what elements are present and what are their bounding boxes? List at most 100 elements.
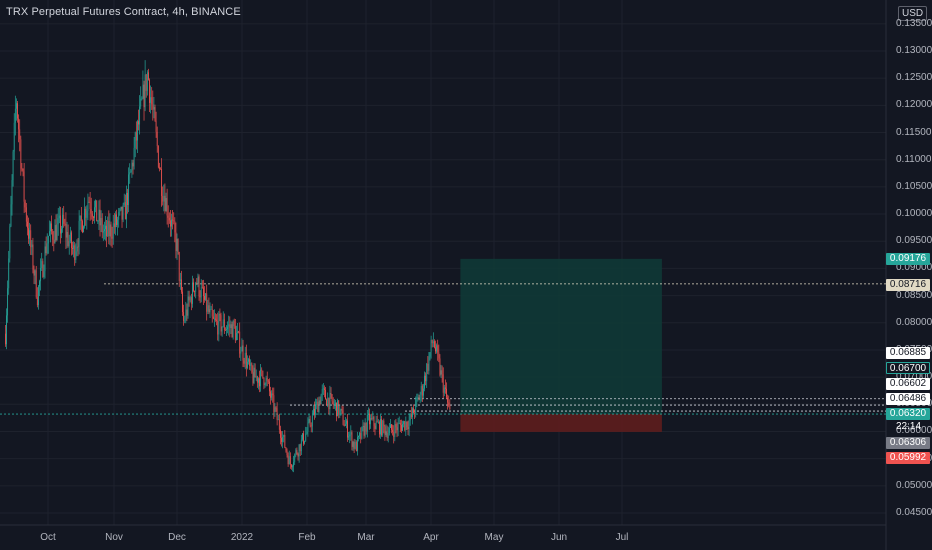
candle-body	[34, 270, 35, 276]
candle-body	[132, 163, 133, 171]
candle-body	[143, 85, 144, 99]
candle-body	[72, 248, 73, 249]
candle-body	[146, 74, 147, 90]
candle-body	[184, 320, 185, 321]
candle-body	[223, 319, 224, 326]
candle-body	[69, 241, 70, 246]
candle-body	[366, 423, 367, 432]
candle-body	[204, 296, 205, 300]
candle-body	[190, 297, 191, 300]
candle-body	[271, 393, 272, 397]
candle-body	[234, 321, 235, 326]
candle-body	[410, 414, 411, 420]
candle-body	[448, 403, 449, 406]
candle-body	[396, 424, 397, 427]
candle-body	[97, 221, 98, 222]
candle-body	[187, 310, 188, 316]
candle-body	[339, 409, 340, 414]
candle-body	[64, 224, 65, 225]
candle-body	[294, 454, 295, 462]
candle-body	[125, 202, 126, 219]
candle-body	[221, 315, 222, 331]
candle-body	[200, 296, 201, 297]
candle-body	[299, 444, 300, 456]
candle-body	[342, 409, 343, 411]
y-tick-label: 0.12500	[896, 72, 932, 83]
x-tick-label: Dec	[168, 532, 186, 543]
candle-body	[258, 378, 259, 382]
candle-body	[177, 239, 178, 251]
candle-body	[334, 404, 335, 405]
candle-body	[306, 432, 307, 434]
candle-body	[115, 214, 116, 227]
candle-body	[416, 398, 417, 400]
candle-body	[165, 196, 166, 211]
candle-body	[151, 97, 152, 104]
candle-body	[367, 415, 368, 432]
candle-body	[13, 151, 14, 180]
candle-body	[136, 132, 137, 140]
candle-body	[321, 395, 322, 405]
candle-body	[346, 421, 347, 424]
candle-body	[280, 430, 281, 438]
candle-body	[19, 129, 20, 139]
candle-body	[277, 408, 278, 420]
candle-body	[356, 442, 357, 451]
candle-body	[55, 225, 56, 243]
candle-body	[240, 351, 241, 353]
candle-body	[90, 202, 91, 209]
candle-body	[431, 340, 432, 352]
candle-body	[423, 389, 424, 396]
candle-body	[53, 240, 54, 244]
candle-body	[78, 247, 79, 248]
candle-body	[24, 172, 25, 202]
candle-body	[253, 372, 254, 383]
level-price-badge-3: 0.06700	[886, 362, 930, 374]
candle-body	[411, 414, 412, 417]
candle-body	[394, 424, 395, 437]
y-tick-label: 0.13500	[896, 18, 932, 29]
candle-body	[257, 376, 258, 382]
candle-body	[198, 277, 199, 284]
candle-body	[422, 386, 423, 395]
candle-body	[386, 431, 387, 435]
x-tick-label: Mar	[357, 532, 374, 543]
candle-body	[11, 204, 12, 226]
candle-body	[300, 444, 301, 451]
candle-body	[402, 424, 403, 431]
level-price-badge-6: 0.06306	[886, 437, 930, 449]
candle-body	[226, 329, 227, 330]
candle-body	[7, 288, 8, 315]
candle-body	[51, 223, 52, 231]
candle-body	[405, 422, 406, 430]
candle-body	[311, 425, 312, 426]
candle-body	[389, 428, 390, 433]
stop-price-badge: 0.05992	[886, 452, 930, 464]
candle-body	[101, 218, 102, 225]
candle-body	[67, 232, 68, 238]
candle-body	[44, 271, 45, 277]
candle-body	[447, 398, 448, 403]
candle-body	[437, 345, 438, 352]
x-tick-label: 2022	[231, 532, 253, 543]
candle-body	[426, 364, 427, 381]
candle-body	[424, 376, 425, 389]
candle-body	[256, 376, 257, 377]
candle-body	[419, 397, 420, 400]
candle-body	[260, 370, 261, 387]
candle-body	[369, 414, 370, 424]
candle-body	[49, 231, 50, 236]
candle-body	[413, 408, 414, 413]
candle-body	[147, 72, 148, 91]
candle-body	[326, 399, 327, 405]
candle-body	[235, 326, 236, 340]
candle-body	[305, 434, 306, 441]
candle-body	[325, 390, 326, 399]
candle-body	[317, 402, 318, 412]
candle-body	[251, 363, 252, 372]
candle-body	[176, 232, 177, 251]
candle-body	[250, 363, 251, 366]
candle-body	[355, 442, 356, 449]
candle-body	[135, 132, 136, 148]
